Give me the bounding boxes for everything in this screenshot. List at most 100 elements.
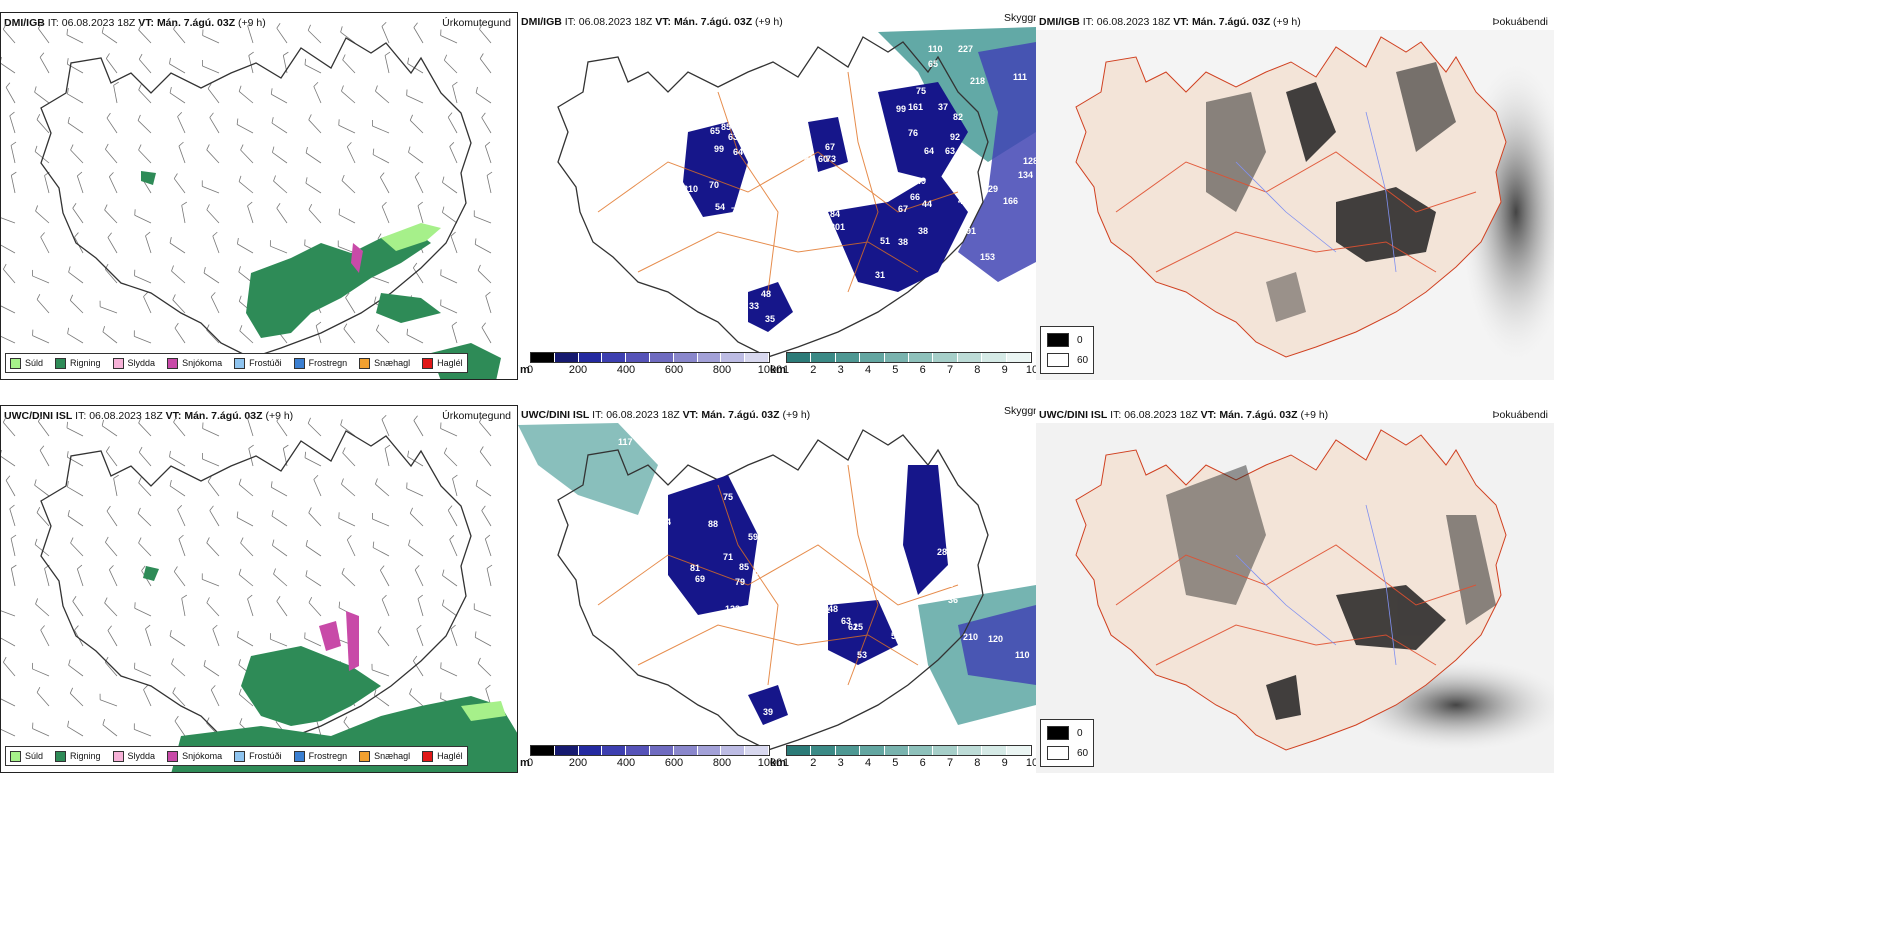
cloud-base-value: 161 <box>908 102 923 112</box>
wind-barb-flag <box>171 658 174 665</box>
wind-barb <box>272 545 288 557</box>
wind-barb <box>305 182 322 194</box>
fog-legend-label: 60 <box>1077 747 1089 759</box>
wind-barb <box>447 117 458 134</box>
cloud-base-value: 40 <box>957 587 967 597</box>
colorbar-segment <box>745 353 769 362</box>
wind-barb-flag <box>248 51 254 56</box>
wind-barb-flag <box>384 444 391 449</box>
wind-barb <box>407 63 424 74</box>
wind-barb-flag <box>181 594 188 599</box>
wind-barb <box>138 149 152 164</box>
legend-label: Haglél <box>437 751 463 761</box>
wind-barb <box>138 542 152 557</box>
wind-barb-flag <box>449 535 455 540</box>
legend-label: Snæhagl <box>374 358 411 368</box>
wind-barb-flag <box>212 624 218 630</box>
wind-barb-flag <box>409 507 413 514</box>
wind-barb-flag <box>238 175 242 182</box>
wind-barb <box>238 484 254 497</box>
wind-barb-flag <box>105 536 109 543</box>
cloud-base-value: 75 <box>723 492 733 502</box>
colorbar-tick: 200 <box>568 364 588 376</box>
wind-barb <box>138 29 152 44</box>
wind-barb-flag <box>174 322 179 329</box>
wind-barb-flag <box>307 417 311 424</box>
wind-barb-flag <box>145 624 151 630</box>
fog-index-map-top: DMI/IGB IT: 06.08.2023 18Z VT: Mán. 7.ág… <box>1036 12 1554 380</box>
colorbar-segment <box>860 746 885 755</box>
wind-barb-flag <box>173 566 178 572</box>
wind-barb <box>202 35 220 44</box>
wind-barb-flag <box>169 450 171 457</box>
legend-label: Súld <box>25 358 44 368</box>
wind-barb-flag <box>248 444 254 449</box>
wind-barb-flag <box>69 687 74 694</box>
wind-barb <box>134 214 152 224</box>
wind-barb-flag <box>35 205 38 212</box>
wind-barb <box>173 421 186 437</box>
wind-barb-flag <box>2 416 7 423</box>
wind-barb <box>409 693 424 707</box>
wind-barb <box>68 271 84 284</box>
rain-area-nw <box>141 171 156 185</box>
wind-barb-flag <box>375 85 378 92</box>
wind-barb-flag <box>273 175 276 182</box>
wind-barb-flag <box>106 112 111 119</box>
wind-barb-flag <box>486 564 493 569</box>
wind-barb-flag <box>138 446 143 453</box>
wind-barb <box>372 154 390 164</box>
cloud-base-value: 85 <box>721 122 731 132</box>
wind-barb <box>381 599 390 617</box>
cloud-base-value: 53 <box>857 650 867 660</box>
cloud-base-value: 44 <box>922 199 932 209</box>
colorbar-segment <box>860 353 885 362</box>
legend-label: Snæhagl <box>374 751 411 761</box>
colorbar-segment <box>697 353 722 362</box>
legend-item: Snjókoma <box>167 750 222 762</box>
wind-barb-flag <box>66 28 68 35</box>
wind-barb <box>138 482 152 497</box>
cloud-base-value: 35 <box>765 314 775 324</box>
wind-barb <box>271 93 288 104</box>
visibility-title: Skyggni <box>1004 12 1042 24</box>
fog-legend-label: 0 <box>1077 727 1083 739</box>
wind-barb <box>236 517 254 527</box>
wind-barb <box>272 152 288 164</box>
cloud-base-value: 48 <box>761 289 771 299</box>
wind-barb <box>341 573 356 587</box>
fog-map <box>1036 30 1554 380</box>
colorbar-tick: 5 <box>892 757 899 769</box>
wind-barb-flag <box>2 23 7 30</box>
wind-barb <box>3 269 16 284</box>
wind-barb-flag <box>66 58 69 65</box>
wind-barb <box>76 175 84 194</box>
wind-barb-flag <box>343 323 348 330</box>
cloud-base-value: 60 <box>818 154 828 164</box>
fog-legend-label: 60 <box>1077 354 1089 366</box>
wind-barb <box>3 662 16 677</box>
colorbar-segment <box>649 746 674 755</box>
cloud-base-value: 65 <box>710 126 720 136</box>
wind-barb <box>101 425 118 437</box>
colorbar-segment <box>554 746 579 755</box>
legend-item: Súld <box>10 357 44 369</box>
legend-item: Rigning <box>55 750 101 762</box>
wind-barb-flag <box>485 291 491 297</box>
wind-barb <box>304 638 322 647</box>
wind-barb <box>408 152 424 164</box>
wind-barb-flag <box>414 172 420 178</box>
wind-barb <box>1 336 16 344</box>
wind-barb <box>407 456 424 467</box>
wind-barb <box>40 629 50 647</box>
wind-barb <box>138 452 152 467</box>
wind-barb <box>104 602 118 617</box>
cloud-base-value: 80 <box>658 532 668 542</box>
wind-barb-flag <box>34 479 37 486</box>
wind-barb-flag <box>173 416 177 423</box>
fog-legend-swatch <box>1047 353 1069 367</box>
wind-barb <box>173 178 186 194</box>
wind-barb <box>69 300 84 314</box>
wind-barb-flag <box>77 564 83 570</box>
